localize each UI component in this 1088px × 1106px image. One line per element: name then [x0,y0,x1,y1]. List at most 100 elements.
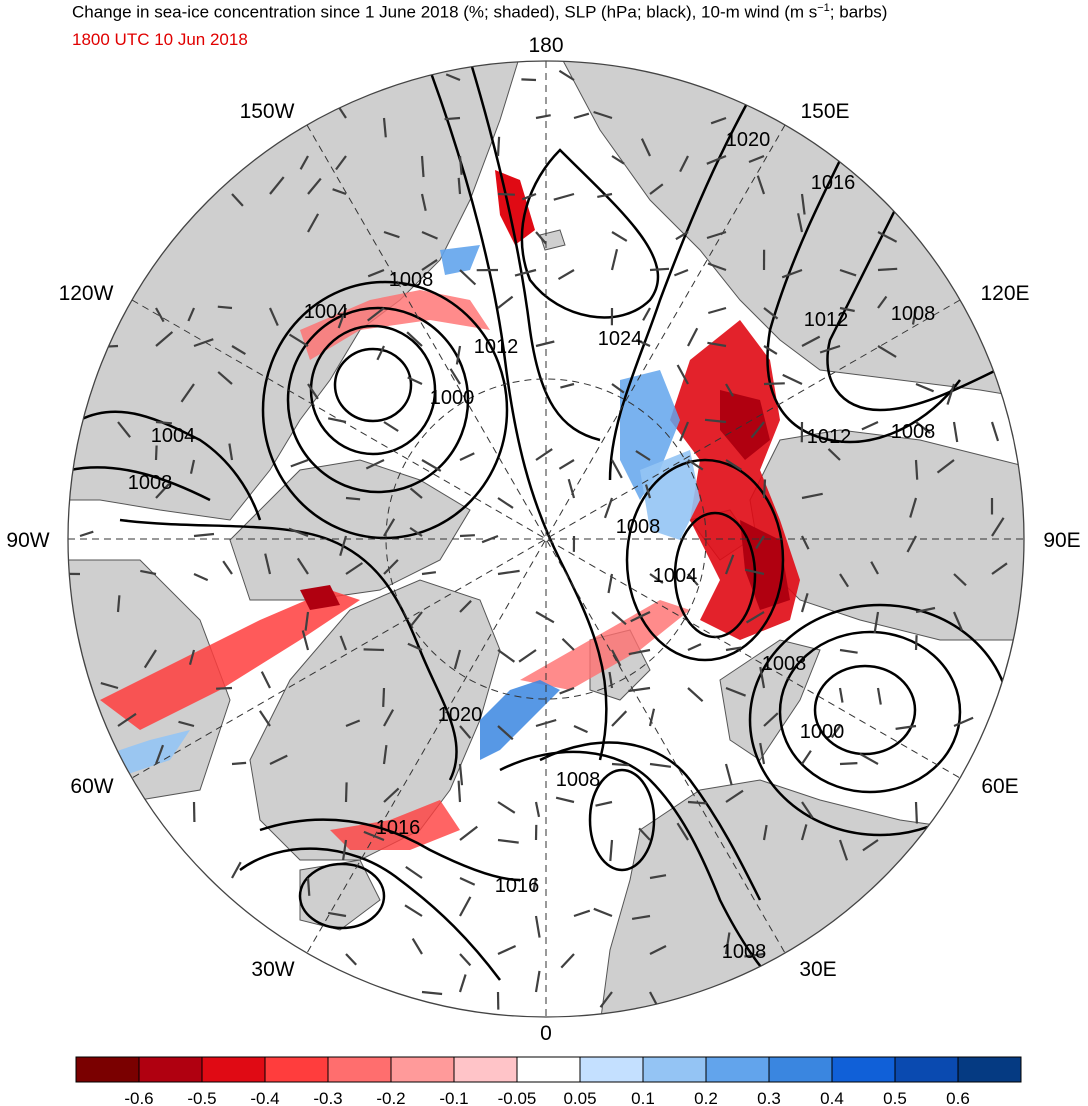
wind-barb [458,763,464,786]
wind-barb [725,789,744,803]
wind-barb [231,193,244,207]
wind-barb [642,307,651,321]
slp-iso-west [79,410,262,521]
slp-low-beaufort-3 [286,306,470,494]
wind-barb [102,344,119,348]
wind-barb [117,712,137,727]
wind-barb [676,822,689,841]
wind-barb [673,268,689,277]
wind-barb [421,459,442,472]
wind-barb [706,230,727,240]
wind-barb [535,718,557,728]
wind-barb [382,687,386,707]
slp-contours [69,61,1024,1001]
wind-barb [497,295,514,309]
wind-barb [827,448,841,461]
wind-barb [288,527,309,538]
wind-barb [345,953,357,966]
wind-barb [839,573,850,588]
slp-low-kara-2 [625,458,785,662]
wind-barb [337,307,348,329]
wind-barb [877,345,897,358]
wind-barb [100,682,119,690]
slp-iso-east-1 [766,119,961,444]
slp-iso-east-2 [826,199,1024,412]
ice-gain-chukchi [440,245,480,275]
wind-barb [628,686,651,693]
wind-barb [269,754,288,765]
slp-label: 1008 [128,472,173,494]
lon-label-90w: 90W [6,529,49,552]
wind-barb [611,459,623,479]
wind-barb [915,382,935,393]
wind-barb [421,258,438,271]
wind-barb [383,518,396,537]
wind-barb [759,666,766,689]
graticule [68,61,1024,1017]
wind-barb [258,710,271,727]
wind-barb [573,112,590,120]
wind-barb [187,307,196,322]
wind-barb [558,459,575,470]
wind-barb [744,568,765,576]
ice-loss-hudson [300,585,340,610]
wind-barb [707,341,727,348]
map-disk [68,61,1024,1017]
wind-barb [268,307,279,327]
wind-barb [409,526,423,537]
wind-barb [154,744,165,765]
wind-barb [559,686,575,695]
wind-barb [497,192,515,196]
figure-title: Change in sea-ice concentration since 1 … [72,2,888,22]
land-greenland [249,579,501,861]
wind-barb [800,824,808,841]
wind-barb [445,73,461,82]
lon-label-150w: 150W [240,100,295,123]
valid-time: 1800 UTC 10 Jun 2018 [72,30,248,49]
wind-barb [345,496,361,501]
wind-barb [914,635,918,651]
colorbar: -0.6 -0.5 -0.4 -0.3 -0.2 -0.1 -0.05 0.05 0.1 0.2 0… [75,1056,1022,1106]
colorbar-tick-label: 0.6 [946,1089,970,1106]
wind-barb [193,338,214,348]
wind-barb [870,561,879,575]
lon-label-150e: 150E [800,100,849,123]
wind-barb [914,801,918,824]
colorbar-box [201,1056,266,1083]
wind-barb [573,724,588,734]
wind-barb [573,909,591,918]
wind-barb [459,269,477,286]
wind-barb [953,573,967,587]
wind-barb [193,532,215,538]
slp-iso-south-1 [499,750,791,1001]
slp-label: 1000 [800,721,845,743]
wind-barb [748,154,765,164]
wind-barb [679,155,689,173]
wind-barb [561,638,575,651]
wind-barb [307,177,322,195]
wind-barb [725,383,734,397]
wind-barb [708,306,727,315]
wind-barb [593,907,613,918]
wind-barb [687,459,704,471]
wind-barb [383,559,399,575]
wind-barb [116,595,121,613]
wind-barb [611,762,629,767]
wind-barb [990,421,1000,442]
wind-barb [420,193,427,211]
wind-barb [290,458,309,468]
wind-barb [231,345,246,356]
wind-barb [567,478,576,499]
wind-barb [453,649,462,670]
wind-barb [497,497,514,509]
wind-barb [459,600,472,613]
wind-barb [534,801,541,818]
colorbar-box [264,1056,329,1083]
wind-barb [345,719,361,728]
slp-low-siberia-2 [778,630,962,794]
slp-label: 1008 [891,421,936,443]
slp-iso-greenland-1 [119,518,458,781]
ice-loss-barents [520,600,690,690]
land-ural-scandinavia [599,779,1024,1017]
